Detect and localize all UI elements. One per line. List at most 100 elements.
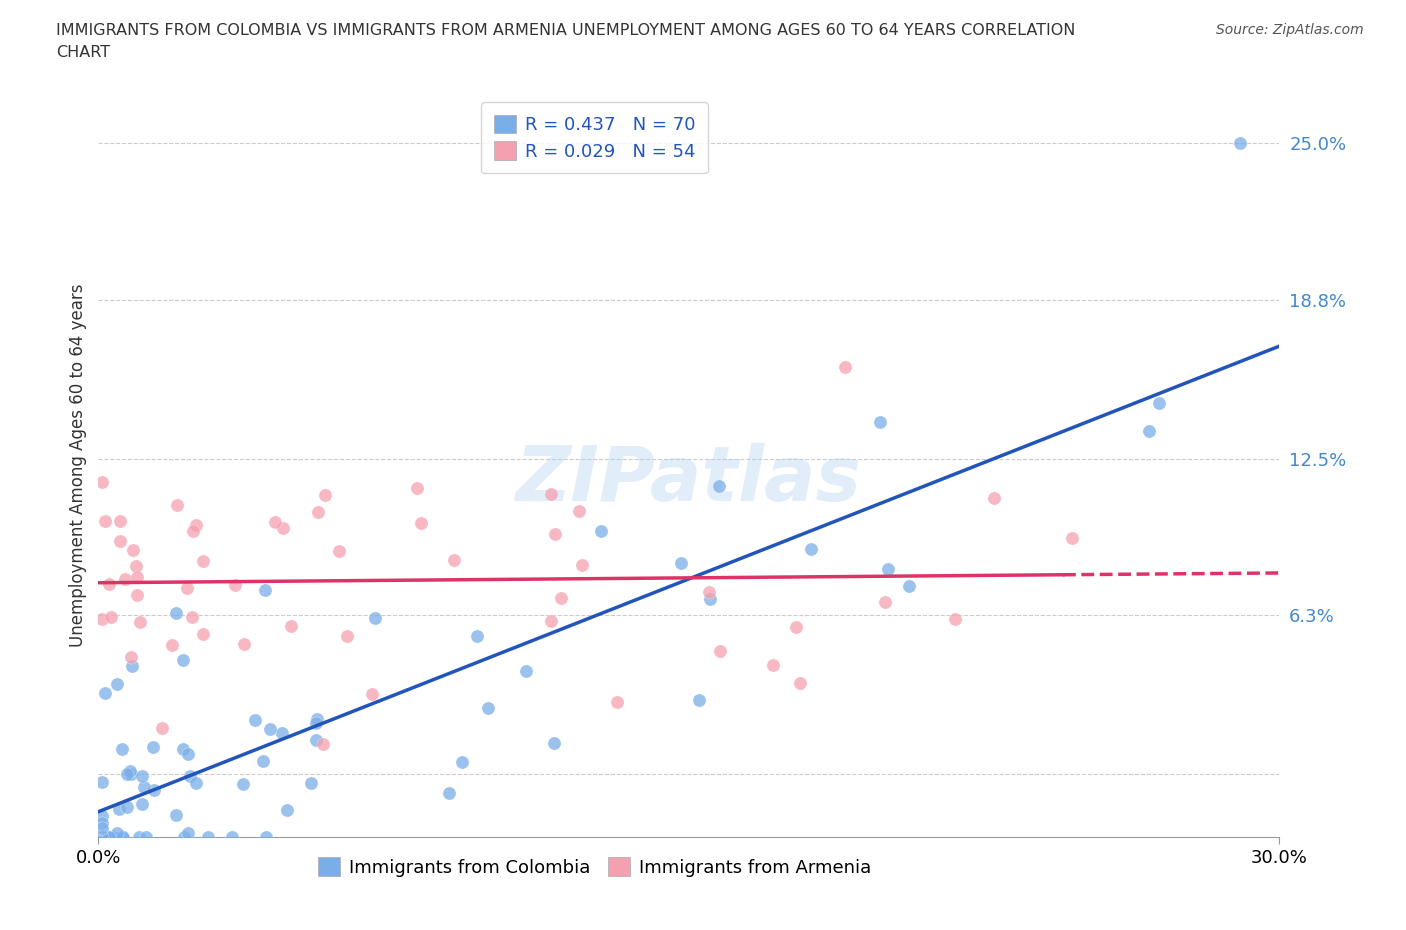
Legend: Immigrants from Colombia, Immigrants from Armenia: Immigrants from Colombia, Immigrants fro… [311,850,879,883]
Point [111,742,134,757]
Text: ZIPatlas: ZIPatlas [516,443,862,517]
Point [186,776,208,790]
Point [165,807,187,822]
Point [1147,396,1170,411]
Point [91,775,114,790]
Point [280,618,302,633]
Point [299,776,322,790]
Point [173,830,195,844]
Point [800,541,823,556]
Point [91,816,114,830]
Point [671,555,693,570]
Point [191,627,214,642]
Y-axis label: Unemployment Among Ages 60 to 64 years: Unemployment Among Ages 60 to 64 years [69,284,87,646]
Point [707,478,730,493]
Point [709,644,731,658]
Point [93,685,115,700]
Point [165,605,187,620]
Text: Source: ZipAtlas.com: Source: ZipAtlas.com [1216,23,1364,37]
Point [254,582,277,597]
Point [120,767,142,782]
Point [876,562,898,577]
Point [131,768,153,783]
Point [540,486,562,501]
Point [110,830,132,844]
Point [254,830,277,844]
Point [100,830,122,844]
Point [176,581,198,596]
Point [115,766,138,781]
Point [232,777,254,791]
Point [550,591,572,605]
Point [108,534,131,549]
Point [437,785,460,800]
Point [568,503,591,518]
Point [834,360,856,375]
Point [264,515,287,530]
Point [312,737,335,751]
Point [943,612,966,627]
Point [305,715,328,730]
Point [128,830,150,844]
Point [98,830,121,844]
Point [134,779,156,794]
Point [232,636,254,651]
Point [135,830,157,844]
Point [143,782,166,797]
Point [328,543,350,558]
Point [543,736,565,751]
Point [94,513,117,528]
Point [688,693,710,708]
Point [271,521,294,536]
Point [785,620,807,635]
Point [120,650,142,665]
Point [91,809,114,824]
Point [443,552,465,567]
Point [125,559,148,574]
Point [540,614,562,629]
Point [177,826,200,841]
Point [221,830,243,844]
Point [121,542,143,557]
Point [465,629,488,644]
Point [224,578,246,592]
Point [789,675,811,690]
Point [91,830,114,844]
Point [873,594,896,609]
Point [314,487,336,502]
Point [360,686,382,701]
Point [115,800,138,815]
Point [125,588,148,603]
Point [450,754,472,769]
Point [107,825,129,840]
Point [91,474,114,489]
Point [270,725,292,740]
Point [107,802,129,817]
Point [111,830,134,844]
Point [305,733,328,748]
Point [197,830,219,844]
Point [589,524,612,538]
Point [179,768,201,783]
Point [544,527,567,542]
Point [101,830,124,844]
Point [259,722,281,737]
Point [305,711,328,726]
Point [193,553,215,568]
Point [108,514,131,529]
Point [276,803,298,817]
Point [91,612,114,627]
Point [364,610,387,625]
Point [98,577,121,591]
Point [98,830,121,844]
Point [91,820,114,835]
Point [1137,424,1160,439]
Point [172,653,194,668]
Point [1062,531,1084,546]
Point [131,797,153,812]
Point [243,713,266,728]
Point [160,638,183,653]
Point [184,518,207,533]
Point [1229,136,1251,151]
Point [336,629,359,644]
